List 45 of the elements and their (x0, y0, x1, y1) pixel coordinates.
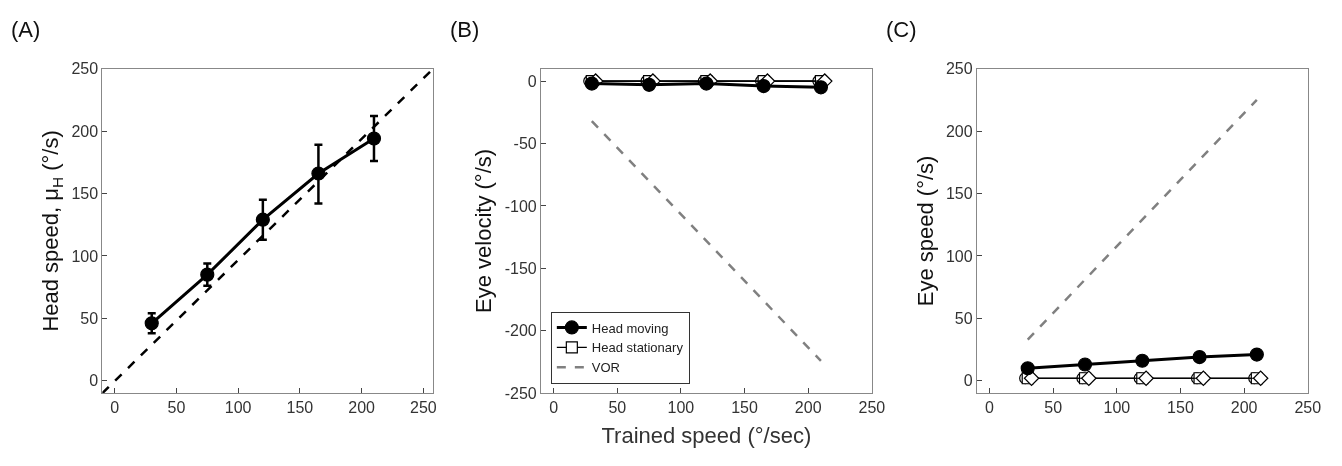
x-tick-label: 0 (110, 399, 120, 417)
y-tick-label: 150 (945, 185, 973, 203)
x-tick-label: 200 (794, 399, 822, 417)
y-tick-label: 50 (954, 309, 973, 327)
x-tick-label: 50 (608, 399, 627, 417)
y-tick-label: -50 (513, 135, 537, 153)
x-tick-label: 50 (167, 399, 186, 417)
x-tick-label: 50 (1044, 399, 1063, 417)
x-tick-label: 0 (985, 399, 995, 417)
y-tick-label: 150 (71, 185, 99, 203)
y-tick-label: 50 (80, 309, 99, 327)
x-tick-label: 250 (1294, 399, 1322, 417)
x-tick-label: 250 (410, 399, 437, 417)
y-axis-title: Eye speed (°/s) (912, 155, 938, 307)
y-tick-label: 100 (945, 247, 973, 265)
y-tick-label: 0 (527, 72, 537, 90)
x-tick-label: 200 (1230, 399, 1258, 417)
x-tick-label: 250 (858, 399, 886, 417)
x-tick-label: 100 (667, 399, 695, 417)
y-tick-label: 250 (945, 60, 973, 78)
y-tick-label: -250 (504, 384, 537, 402)
legend-label: VOR (591, 360, 620, 376)
x-tick-label: 0 (549, 399, 559, 417)
y-tick-label: 0 (963, 372, 973, 390)
y-tick-label: 250 (71, 60, 99, 78)
chart-title: (B) (450, 17, 480, 42)
x-tick-label: 150 (1167, 399, 1194, 417)
y-tick-label: -200 (504, 322, 537, 340)
x-tick-label: 100 (1103, 399, 1131, 417)
chart-title: (A) (11, 17, 41, 42)
x-tick-label: 200 (348, 399, 376, 417)
y-tick-label: 200 (71, 122, 99, 140)
x-tick-label: 150 (286, 399, 314, 417)
chart-title: (C) (886, 17, 917, 42)
y-tick-label: 100 (71, 247, 99, 265)
y-tick-label: -100 (504, 197, 537, 215)
y-axis-title: Eye velocity (°/s) (471, 148, 497, 313)
legend-label: Head stationary (591, 340, 684, 356)
x-axis-title: Trained speed (°/sec) (601, 423, 812, 449)
y-tick-label: 200 (945, 122, 973, 140)
legend-label: Head moving (591, 320, 669, 336)
x-tick-label: 100 (224, 399, 252, 417)
y-tick-label: 0 (89, 372, 99, 390)
y-tick-label: -150 (504, 259, 537, 277)
x-tick-label: 150 (731, 399, 758, 417)
